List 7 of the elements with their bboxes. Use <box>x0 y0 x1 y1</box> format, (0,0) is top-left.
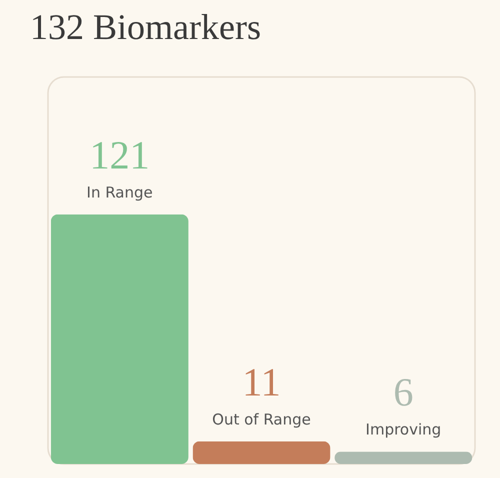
x-tick-label: Improving <box>366 420 442 439</box>
data-label: 6 <box>393 370 414 415</box>
data-label: 121 <box>90 132 150 178</box>
chart-title: 132 Biomarkers <box>30 7 261 47</box>
x-tick-label: In Range <box>86 183 153 202</box>
x-tick-label: Out of Range <box>212 410 311 428</box>
data-label: 11 <box>242 359 281 404</box>
